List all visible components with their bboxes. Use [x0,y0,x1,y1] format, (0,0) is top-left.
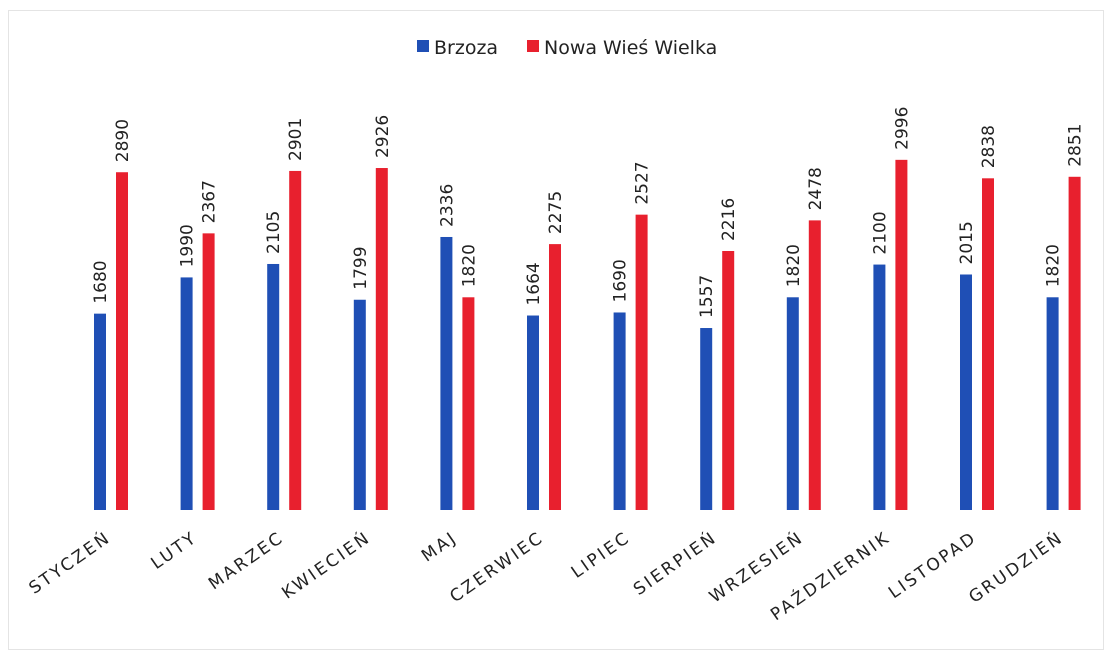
bar-brzoza-1 [94,313,106,510]
bar-brzoza-12 [1046,297,1059,510]
bar-nowa-wies-wielka-4 [375,168,388,510]
bar-nowa-wies-wielka-3 [289,170,302,510]
category-label-8: SIERPIEŃ [629,526,721,600]
value-label-nowa-wies-wielka-12: 2851 [1066,124,1086,167]
bar-brzoza-6 [527,315,539,510]
value-label-nowa-wies-wielka-7: 2527 [633,161,653,204]
value-label-nowa-wies-wielka-6: 2275 [546,191,566,234]
legend-label-brzoza: Brzoza [434,37,498,59]
bar-nowa-wies-wielka-5 [462,297,475,510]
value-label-nowa-wies-wielka-8: 2216 [719,198,739,241]
legend: Brzoza Nowa Wieś Wielka [417,37,717,59]
value-label-nowa-wies-wielka-11: 2838 [979,125,999,168]
bar-nowa-wies-wielka-8 [722,251,735,510]
value-label-brzoza-6: 1664 [524,262,544,305]
value-label-nowa-wies-wielka-5: 1820 [459,244,479,287]
category-label-12: GRUDZIEŃ [964,526,1067,607]
value-label-brzoza-4: 1799 [351,246,371,289]
bar-brzoza-2 [180,277,193,510]
value-label-brzoza-8: 1557 [697,275,717,318]
category-label-4: KWIECIEŃ [277,526,374,603]
value-labels: 1680289019902367210529011799292623361820… [91,107,1086,318]
bar-nowa-wies-wielka-6 [549,244,561,510]
category-label-6: CZERWIEC [446,528,547,607]
bar-brzoza-8 [700,328,713,510]
value-label-nowa-wies-wielka-4: 2926 [373,115,393,158]
bar-brzoza-3 [267,263,280,510]
bar-brzoza-5 [440,236,453,511]
value-label-brzoza-1: 1680 [91,260,111,303]
value-label-nowa-wies-wielka-10: 2996 [892,107,912,150]
value-label-brzoza-2: 1990 [178,224,198,267]
bar-nowa-wies-wielka-11 [982,178,994,510]
bar-nowa-wies-wielka-10 [895,159,908,510]
bar-brzoza-11 [960,274,972,510]
category-label-2: LUTY [148,528,202,574]
value-label-nowa-wies-wielka-1: 2890 [113,119,133,162]
bar-nowa-wies-wielka-9 [808,220,821,511]
bar-brzoza-4 [353,299,366,510]
legend-label-nowa-wie-wielka: Nowa Wieś Wielka [544,37,717,59]
value-label-nowa-wies-wielka-3: 2901 [286,118,306,161]
bar-brzoza-10 [873,264,886,510]
value-label-brzoza-5: 2336 [437,184,457,227]
bars [94,159,1081,511]
legend-swatch-nowa-wie-wielka [527,40,539,52]
bar-nowa-wies-wielka-7 [635,214,648,511]
category-label-1: STYCZEŃ [24,526,115,599]
value-label-brzoza-3: 2105 [264,211,284,254]
category-label-3: MARZEC [205,528,288,594]
category-label-7: LIPIEC [568,528,635,583]
value-label-brzoza-12: 1820 [1044,244,1064,287]
bar-brzoza-7 [613,312,626,510]
bar-nowa-wies-wielka-12 [1068,176,1081,510]
value-label-brzoza-9: 1820 [784,244,804,287]
bar-nowa-wies-wielka-2 [202,233,215,510]
value-label-brzoza-11: 2015 [957,221,977,264]
value-label-nowa-wies-wielka-2: 2367 [200,180,220,223]
value-label-nowa-wies-wielka-9: 2478 [806,167,826,210]
category-label-5: MAJ [418,528,461,567]
value-label-brzoza-10: 2100 [870,211,890,254]
value-label-brzoza-7: 1690 [611,259,631,302]
legend-swatch-brzoza [417,40,429,52]
bar-brzoza-9 [786,297,799,510]
bar-nowa-wies-wielka-1 [116,172,128,510]
